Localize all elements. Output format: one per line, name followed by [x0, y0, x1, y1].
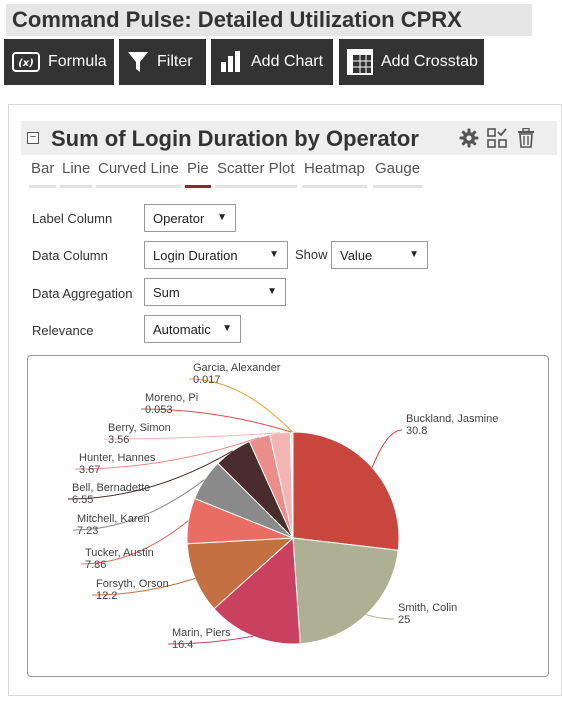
pie-category-label: Buckland, Jasmine: [406, 413, 498, 425]
filter-button[interactable]: Filter: [119, 39, 206, 85]
tab-scatter-plot[interactable]: Scatter Plot: [215, 160, 297, 188]
pie-slice[interactable]: [186, 537, 295, 610]
pie-leader-line: [67, 450, 233, 500]
chevron-down-icon: ▼: [269, 249, 279, 260]
tab-line[interactable]: Line: [60, 160, 93, 188]
pie-leader-line: [74, 437, 260, 470]
bar-chart-icon: [219, 50, 243, 74]
pie-value-label: 0.053: [145, 404, 173, 416]
relevance-label: Relevance: [32, 323, 94, 338]
pie-category-label: Smith, Colin: [398, 602, 457, 614]
chevron-down-icon: ▼: [267, 286, 277, 297]
pie-chart-area: Buckland, Jasmine 30.8 Smith, Colin 25 Marin…: [27, 355, 549, 677]
formula-button[interactable]: (x) Formula: [4, 39, 114, 85]
pie-value-label: 7.23: [77, 525, 98, 537]
gear-icon[interactable]: [459, 128, 479, 153]
relevance-value: Automatic: [153, 322, 211, 337]
show-select[interactable]: Value ▼: [331, 241, 428, 269]
pie-category-label: Mitchell, Karen: [77, 513, 150, 525]
svg-text:(x): (x): [18, 58, 34, 69]
pie-leader-line: [371, 429, 403, 468]
chevron-down-icon: ▼: [409, 249, 419, 260]
formula-icon: (x): [12, 51, 40, 73]
pie-category-label: Marin, Piers: [172, 627, 231, 639]
pie-leader-line: [140, 408, 292, 433]
tab-bar[interactable]: Bar: [29, 160, 57, 188]
pie-category-label: Hunter, Hannes: [79, 452, 156, 464]
tab-gauge[interactable]: Gauge: [373, 160, 423, 188]
data-aggregation-select[interactable]: Sum ▼: [144, 278, 286, 306]
tab-pie[interactable]: Pie: [185, 160, 211, 188]
pie-leader-line: [188, 378, 293, 433]
filter-icon: [127, 50, 149, 74]
filter-button-label: Filter: [157, 53, 193, 70]
layout-icon[interactable]: [487, 128, 507, 153]
pie-leader-line: [91, 578, 196, 596]
add-chart-button[interactable]: Add Chart: [211, 39, 333, 85]
pie-category-label: Garcia, Alexander: [193, 362, 281, 374]
chart-header: − Sum of Login Duration by Operator: [21, 121, 557, 155]
pie-leader-line: [167, 635, 254, 645]
formula-button-label: Formula: [48, 53, 107, 70]
pie-leader-line: [80, 520, 189, 565]
data-column-value: Login Duration: [153, 248, 238, 263]
page-title: Command Pulse: Detailed Utilization CPRX: [6, 4, 532, 36]
tab-curved-line[interactable]: Curved Line: [96, 160, 181, 188]
pie-value-label: 12.2: [96, 590, 117, 602]
pie-leader-line: [72, 479, 205, 531]
pie-category-label: Tucker, Austin: [85, 547, 154, 559]
pie-value-label: 16.4: [172, 639, 193, 651]
chart-title: Sum of Login Duration by Operator: [51, 126, 419, 151]
add-crosstab-button[interactable]: Add Crosstab: [339, 39, 484, 85]
crosstab-icon: [347, 49, 373, 75]
data-aggregation-label: Data Aggregation: [32, 286, 133, 301]
pie-category-label: Forsyth, Orson: [96, 578, 169, 590]
data-column-label: Data Column: [32, 248, 108, 263]
pie-value-label: 0.017: [193, 374, 221, 386]
pie-category-label: Berry, Simon: [108, 422, 171, 434]
pie-value-label: 30.8: [406, 425, 427, 437]
chevron-down-icon: ▼: [217, 212, 227, 223]
pie-category-label: Bell, Bernadette: [72, 482, 150, 494]
label-column-select[interactable]: Operator ▼: [144, 204, 236, 232]
label-column-label: Label Column: [32, 211, 113, 226]
pie-leader-line: [365, 614, 395, 620]
label-column-value: Operator: [153, 211, 205, 226]
trash-icon[interactable]: [517, 127, 535, 153]
collapse-icon[interactable]: −: [27, 132, 39, 144]
pie-value-label: 6.55: [72, 494, 93, 506]
add-chart-button-label: Add Chart: [251, 53, 324, 70]
relevance-select[interactable]: Automatic ▼: [144, 315, 241, 343]
show-value: Value: [340, 248, 373, 263]
pie-category-label: Moreno, Pi: [145, 392, 198, 404]
pie-slice[interactable]: [292, 431, 400, 551]
pie-leader-line: [103, 432, 281, 440]
chart-panel: − Sum of Login Duration by Operator Bar …: [8, 104, 562, 696]
pie-slice[interactable]: [292, 537, 399, 645]
chevron-down-icon: ▼: [222, 323, 232, 334]
pie-value-label: 3.67: [79, 464, 100, 476]
tab-heatmap[interactable]: Heatmap: [302, 160, 367, 188]
data-aggregation-value: Sum: [153, 285, 180, 300]
pie-value-label: 7.86: [85, 559, 106, 571]
show-label: Show: [295, 247, 328, 262]
pie-value-label: 25: [398, 614, 410, 626]
pie-value-label: 3.56: [108, 434, 129, 446]
add-crosstab-button-label: Add Crosstab: [381, 53, 478, 70]
data-column-select[interactable]: Login Duration ▼: [144, 241, 288, 269]
